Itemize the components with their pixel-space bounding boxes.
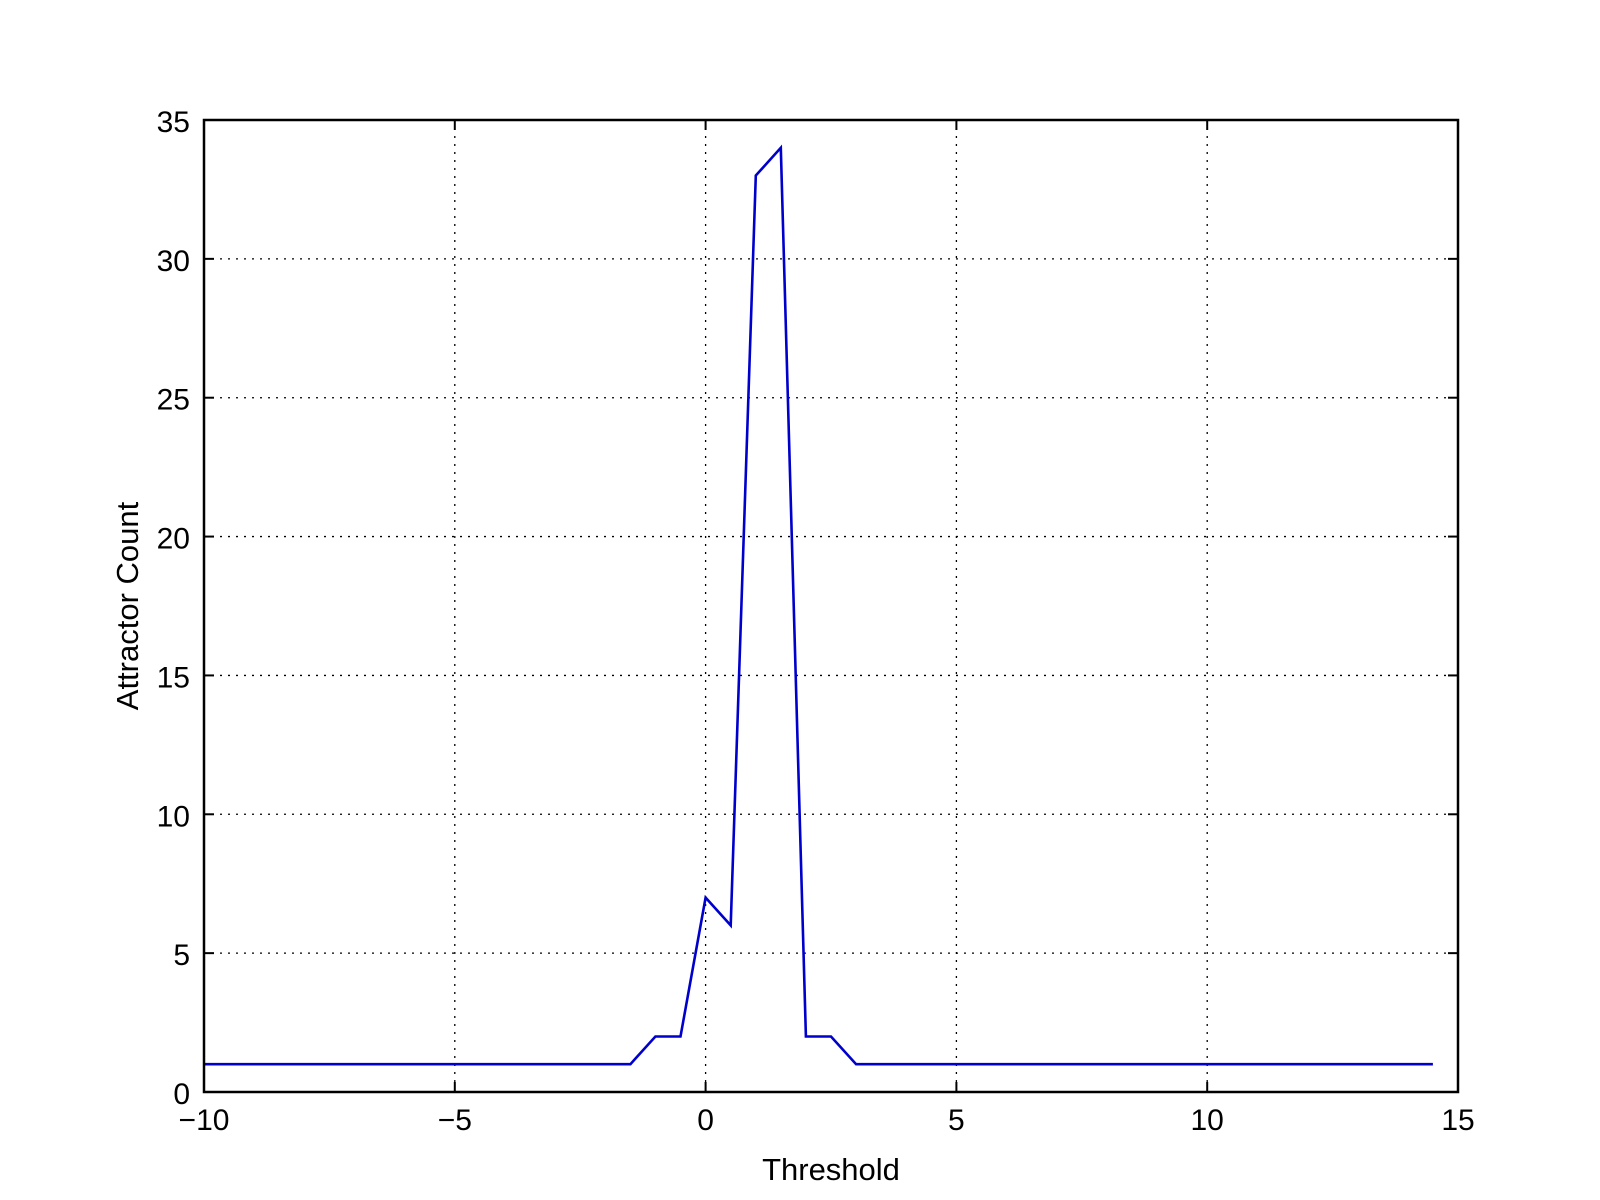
- tick-label-layer: −10 −5 0 5 10 15 0 5 10 15 20 25 30 35: [157, 106, 1475, 1137]
- series-line: [204, 144, 1433, 1066]
- y-tick-label: 20: [157, 523, 190, 556]
- y-tick-label: 30: [157, 245, 190, 278]
- x-tick-label: 0: [697, 1104, 714, 1137]
- x-axis-title: Threshold: [762, 1152, 900, 1187]
- tick-layer: [203, 119, 1459, 1093]
- x-tick-label: −5: [438, 1104, 472, 1137]
- y-tick-label: 5: [173, 939, 190, 972]
- y-tick-label: 25: [157, 384, 190, 417]
- x-tick-label: 15: [1441, 1104, 1474, 1137]
- y-axis-title: Attractor Count: [110, 501, 145, 710]
- x-tick-label: 5: [948, 1104, 965, 1137]
- x-tick-label: 10: [1191, 1104, 1224, 1137]
- plot-area-frame: [202, 118, 1460, 1094]
- y-tick-label: 15: [157, 661, 190, 694]
- x-tick-label: −10: [179, 1104, 230, 1137]
- y-tick-label: 10: [157, 800, 190, 833]
- grid-layer: [204, 120, 1458, 1092]
- series-layer: [204, 144, 1433, 1066]
- y-tick-label: 0: [173, 1078, 190, 1111]
- y-tick-label: 35: [157, 106, 190, 139]
